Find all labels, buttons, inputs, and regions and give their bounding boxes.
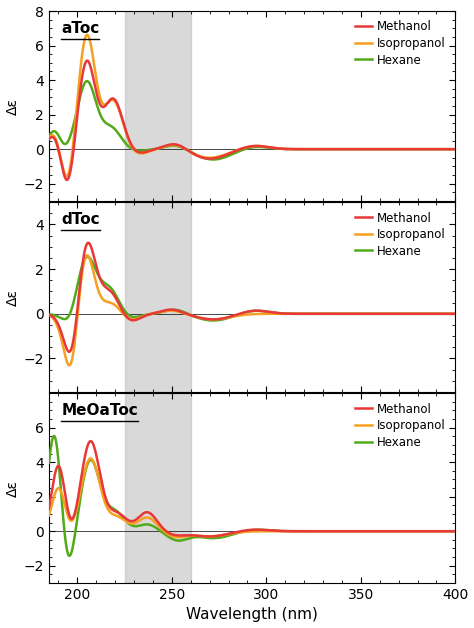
Y-axis label: Δε: Δε <box>6 288 19 306</box>
Legend: Methanol, Isopropanol, Hexane: Methanol, Isopropanol, Hexane <box>351 17 449 70</box>
Y-axis label: Δε: Δε <box>6 480 19 497</box>
Y-axis label: Δε: Δε <box>6 97 19 114</box>
Bar <box>125 202 191 392</box>
Bar <box>125 11 191 201</box>
X-axis label: Wavelength (nm): Wavelength (nm) <box>186 607 318 622</box>
Bar <box>125 393 191 583</box>
Text: MeOaToc: MeOaToc <box>61 403 138 418</box>
Text: aToc: aToc <box>61 21 100 36</box>
Text: dToc: dToc <box>61 212 100 227</box>
Legend: Methanol, Isopropanol, Hexane: Methanol, Isopropanol, Hexane <box>351 208 449 261</box>
Legend: Methanol, Isopropanol, Hexane: Methanol, Isopropanol, Hexane <box>351 399 449 452</box>
